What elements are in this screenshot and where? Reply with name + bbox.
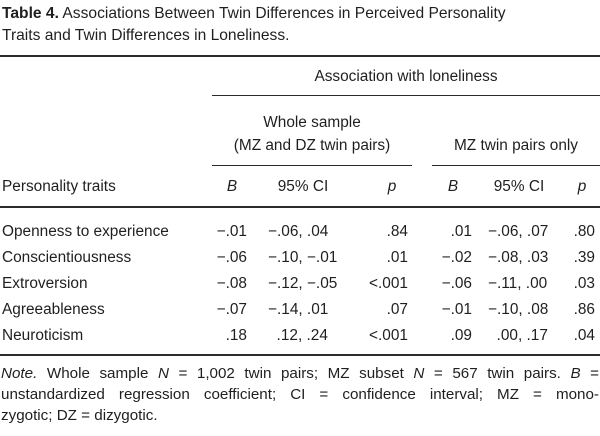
p-whole-cell: <.001 [369, 275, 408, 292]
trait-cell: Conscientiousness [2, 249, 132, 266]
whole-sample-spanner-cell: Whole sample (MZ and DZ twin pairs) [204, 96, 412, 166]
note-italic-n: N [157, 365, 169, 382]
mz-spanner-cell: MZ twin pairs only [432, 96, 600, 166]
p-whole-cell: .01 [386, 249, 408, 266]
ci-whole-cell: .12, .24 [268, 327, 328, 344]
note-line-3: zygotic; DZ = dizygotic. [1, 407, 158, 424]
ci-whole-cell: −.10, −.01 [268, 249, 338, 266]
b-mz-cell: −.01 [441, 301, 472, 318]
empty-cell [0, 96, 204, 166]
ci-mz-cell: .00, .17 [488, 327, 548, 344]
trait-cell: Extroversion [2, 275, 88, 292]
trait-cell: Openness to experience [2, 223, 169, 240]
p-mz-cell: .03 [573, 275, 595, 292]
whole-sample-line-2: (MZ and DZ twin pairs) [233, 137, 391, 154]
gap-cell [412, 323, 432, 355]
table-row-agreeableness: Agreeableness −.07 −.14, .01 .07 −.01 −.… [0, 297, 600, 323]
table-row-openness: Openness to experience −.01 −.06, .04 .8… [0, 207, 600, 245]
gap-cell [412, 271, 432, 297]
trait-cell: Neuroticism [2, 327, 84, 344]
table-caption-line-2: Traits and Twin Differences in Lonelines… [2, 27, 290, 44]
p-whole-cell: .07 [386, 301, 408, 318]
empty-cell [0, 56, 204, 96]
p-mz-cell: .86 [573, 301, 595, 318]
assoc-spanner-label: Association with loneliness [212, 57, 600, 96]
table-row-neuroticism: Neuroticism .18 .12, .24 <.001 .09 .00, … [0, 323, 600, 355]
note-line-2: unstandardized regression coefficient; C… [1, 386, 599, 403]
b-mz-cell: .01 [450, 223, 472, 240]
results-table: Association with loneliness Whole sample… [0, 55, 600, 356]
ci-mz-cell: −.06, .07 [488, 223, 549, 240]
ci-mz-cell: −.10, .08 [488, 301, 549, 318]
trait-cell: Agreeableness [2, 301, 105, 318]
ci-whole-cell: −.06, .04 [268, 223, 329, 240]
table-caption-label: Table 4. [2, 5, 59, 22]
p-whole-cell: .84 [386, 223, 408, 240]
column-header-row: Personality traits B 95% CI p B 95% CI p [0, 166, 600, 208]
ci-mz-cell: −.08, .03 [488, 249, 549, 266]
table-row-conscientiousness: Conscientiousness −.06 −.10, −.01 .01 −.… [0, 245, 600, 271]
col-header-trait: Personality traits [0, 166, 204, 208]
note-text: = [580, 365, 599, 382]
table-note: Note. Whole sample N = 1,002 twin pairs;… [0, 363, 600, 426]
note-italic-n: N [413, 365, 425, 382]
assoc-spanner-row: Association with loneliness [0, 56, 600, 96]
table-caption-line-1: Associations Between Twin Differences in… [62, 5, 506, 22]
note-text: = 1,002 twin pairs; MZ subset [168, 365, 414, 382]
gap-cell [412, 207, 432, 245]
table-row-extroversion: Extroversion −.08 −.12, −.05 <.001 −.06 … [0, 271, 600, 297]
note-text: Whole sample [37, 365, 158, 382]
whole-sample-line-1: Whole sample [263, 114, 361, 131]
p-whole-cell: <.001 [369, 327, 408, 344]
p-mz-cell: .80 [573, 223, 595, 240]
note-italic-b: B [570, 365, 581, 382]
mz-spanner-label: MZ twin pairs only [432, 134, 600, 166]
gap-cell [412, 245, 432, 271]
ci-whole-cell: −.12, −.05 [268, 275, 338, 292]
gap-cell [412, 166, 432, 208]
ci-mz-cell: −.11, .00 [488, 275, 548, 292]
assoc-spanner-cell: Association with loneliness [204, 56, 600, 96]
whole-sample-spanner-label: Whole sample (MZ and DZ twin pairs) [212, 111, 412, 166]
note-text: = 567 twin pairs. [424, 365, 571, 382]
b-mz-cell: −.06 [441, 275, 472, 292]
paper-page: Table 4. Associations Between Twin Diffe… [0, 3, 600, 426]
b-whole-cell: .18 [225, 327, 247, 344]
group-spanner-row: Whole sample (MZ and DZ twin pairs) MZ tw… [0, 96, 600, 166]
col-header-b-mz: B [432, 166, 474, 208]
table-caption: Table 4. Associations Between Twin Diffe… [0, 3, 600, 47]
b-whole-cell: −.07 [216, 301, 247, 318]
b-mz-cell: −.02 [441, 249, 472, 266]
b-whole-cell: −.08 [216, 275, 247, 292]
p-mz-cell: .04 [573, 327, 595, 344]
col-header-b-whole: B [204, 166, 248, 208]
col-header-p-whole: p [358, 166, 412, 208]
ci-whole-cell: −.14, .01 [268, 301, 329, 318]
b-whole-cell: −.06 [216, 249, 247, 266]
gap-cell [412, 96, 432, 166]
b-whole-cell: −.01 [216, 223, 247, 240]
col-header-p-mz: p [564, 166, 600, 208]
p-mz-cell: .39 [573, 249, 595, 266]
b-mz-cell: .09 [450, 327, 472, 344]
note-line-1: Note. Whole sample N = 1,002 twin pairs;… [1, 363, 599, 384]
gap-cell [412, 297, 432, 323]
note-label: Note. [1, 365, 38, 382]
col-header-ci-whole: 95% CI [248, 166, 358, 208]
col-header-ci-mz: 95% CI [474, 166, 564, 208]
